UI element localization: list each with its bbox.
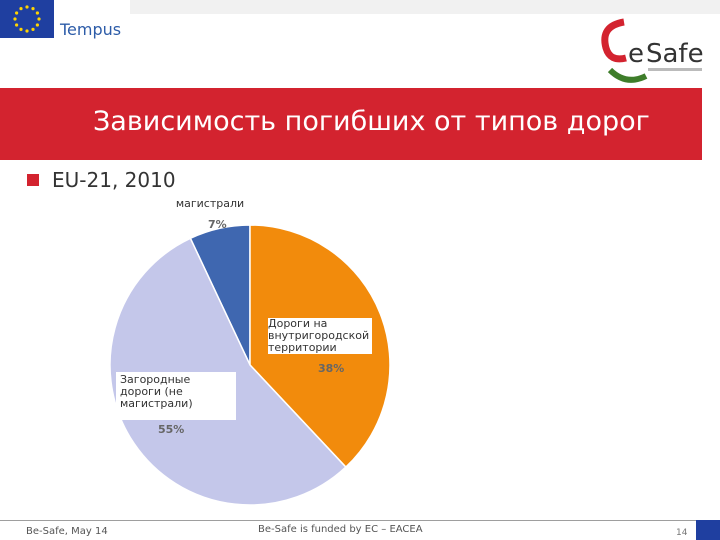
- footer-funding: Be-Safe is funded by EC – EACEA: [258, 524, 423, 535]
- tempus-logo-text: Tempus: [60, 20, 122, 39]
- slice-label-urban: Дороги на внутригородской территории: [268, 318, 372, 354]
- slide-subtitle: EU-21, 2010: [52, 168, 176, 192]
- bullet-marker: [27, 174, 39, 186]
- slice-value-rural: 55%: [158, 423, 185, 436]
- pie-chart: [109, 224, 391, 506]
- slice-label-highways: магистрали: [173, 198, 247, 210]
- pie-slice-rural: [109, 237, 347, 506]
- eu-flag-small-logo: [696, 520, 720, 540]
- svg-text:e: e: [628, 39, 644, 69]
- slice-value-highways: 7%: [208, 218, 227, 231]
- footer-date: Be-Safe, May 14: [26, 526, 108, 537]
- top-decorative-strip: [130, 0, 720, 14]
- slide-title: Зависимость погибших от типов дорог: [93, 106, 650, 137]
- title-bar: [0, 88, 702, 160]
- eu-stars-icon: [13, 5, 41, 33]
- svg-text:Safe: Safe: [646, 39, 704, 69]
- esafe-logo: e Safe: [601, 18, 704, 83]
- page-number: 14: [676, 528, 688, 538]
- footer-divider: [0, 520, 720, 521]
- slice-value-urban: 38%: [318, 362, 345, 375]
- slice-label-rural: Загородные дороги (не магистрали): [116, 372, 236, 420]
- eu-flag-logo: [0, 0, 54, 38]
